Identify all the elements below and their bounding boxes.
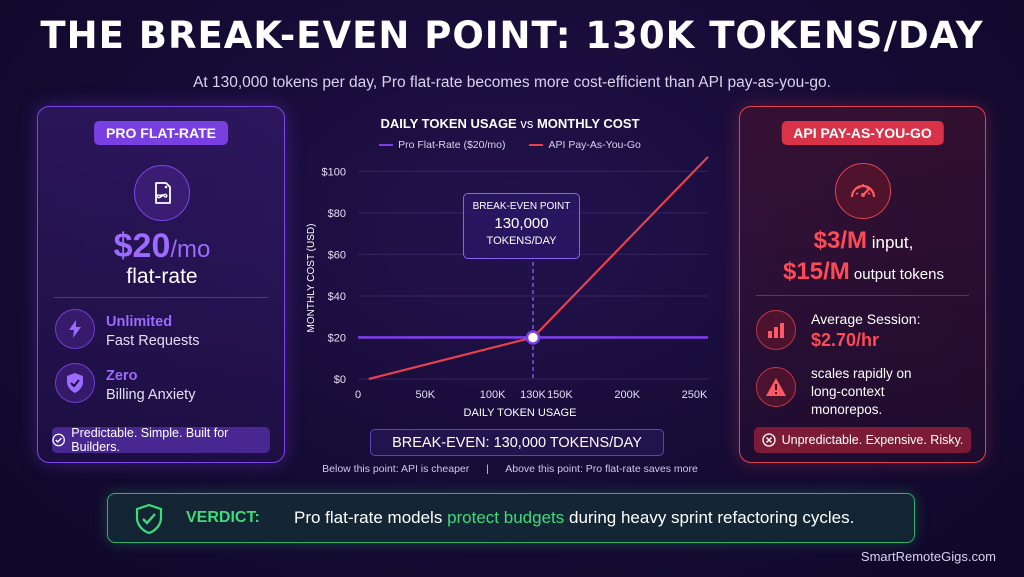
shield-check-icon (55, 363, 95, 403)
legend-label-pro: Pro Flat-Rate ($20/mo) (398, 139, 506, 151)
x-tick-label: 0 (355, 389, 361, 401)
api-session-value: $2.70/hr (811, 330, 880, 350)
api-price-output-label: output tokens (849, 266, 944, 283)
api-price-output: $15/M output tokens (740, 258, 987, 286)
chart-title: DAILY TOKEN USAGE vs MONTHLY COST (300, 116, 720, 131)
lightning-icon (55, 309, 95, 349)
pro-price-amount: $20 (113, 227, 171, 265)
api-price-output-value: $15/M (783, 258, 850, 285)
infinity-tag-icon (134, 165, 190, 221)
pro-badge: PRO FLAT-RATE (94, 121, 228, 145)
legend-label-api: API Pay-As-You-Go (548, 139, 641, 151)
chart-title-part-1: DAILY TOKEN USAGE (380, 116, 517, 131)
pro-feature2-title: Zero (106, 368, 138, 384)
api-badge: API PAY-AS-YOU-GO (781, 121, 944, 145)
annotation-label-1: BREAK-EVEN POINT (472, 201, 571, 212)
api-price-input-value: $3/M (813, 227, 868, 254)
api-warning-line-1: scales rapidly on (811, 366, 912, 381)
pro-price-caption: flat-rate (126, 265, 198, 288)
x-axis-label: DAILY TOKEN USAGE (464, 407, 577, 419)
pro-feature1-text: Fast Requests (106, 333, 200, 349)
legend-swatch-api (529, 144, 544, 147)
y-tick-label: $40 (328, 291, 346, 303)
pro-price-unit: /mo (170, 236, 211, 263)
legend-item-api: API Pay-As-You-Go (529, 139, 641, 151)
speedometer-icon (835, 163, 891, 219)
verdict-text-1: Pro flat-rate models (294, 508, 448, 527)
verdict-text-2: during heavy sprint refactoring cycles. (564, 508, 855, 527)
api-warning-text: scales rapidly on long-context monorepos… (811, 365, 912, 419)
api-pay-as-you-go-line (368, 156, 709, 381)
verdict-highlight: protect budgets (447, 508, 565, 527)
annotation-label-3: TOKENS/DAY (486, 235, 557, 247)
bar-chart-icon (756, 310, 796, 350)
warning-icon (756, 367, 796, 407)
chart-note: Below this point: API is cheaper | Above… (300, 463, 720, 475)
annotation-label-2: 130,000 (494, 215, 549, 232)
note-left: Below this point: API is cheaper (322, 463, 470, 475)
x-tick-label: 250K (682, 389, 708, 401)
break-even-point-marker (525, 330, 541, 345)
divider (54, 297, 268, 298)
x-tick-label: 100K (480, 389, 506, 401)
api-footer: Unpredictable. Expensive. Risky. (754, 427, 971, 453)
api-pay-as-you-go-card: API PAY-AS-YOU-GO $3/M input, $15/M outp… (739, 106, 986, 463)
chart-title-part-2: MONTHLY COST (536, 116, 640, 131)
pro-footer: Predictable. Simple. Built for Builders. (52, 426, 270, 454)
page-title: THE BREAK-EVEN POINT: 130K TOKENS/DAY (40, 14, 984, 57)
api-session-label: Average Session: (811, 311, 921, 327)
break-even-banner: BREAK-EVEN: 130,000 TOKENS/DAY (370, 429, 664, 456)
note-separator: | (486, 463, 489, 475)
legend-swatch-pro (379, 144, 394, 147)
chart-legend: Pro Flat-Rate ($20/mo) API Pay-As-You-Go (300, 139, 720, 151)
shield-check-icon (135, 503, 163, 535)
api-footer-text: Unpredictable. Expensive. Risky. (781, 433, 964, 447)
verdict-label: VERDICT: (186, 509, 260, 526)
x-circle-icon (761, 433, 776, 447)
check-circle-icon (52, 433, 65, 447)
api-warning-line-2: long-context (811, 384, 885, 399)
y-tick-label: $60 (328, 249, 346, 261)
page-subtitle: At 130,000 tokens per day, Pro flat-rate… (193, 74, 831, 91)
api-price-input: $3/M input, (740, 227, 987, 255)
pro-feature1-title: Unlimited (106, 314, 173, 330)
y-axis-label: MONTHLY COST (USD) (306, 224, 317, 333)
y-tick-label: $20 (328, 332, 346, 344)
y-tick-label: $0 (334, 374, 346, 386)
pro-feature2-text: Billing Anxiety (106, 387, 196, 403)
y-tick-label: $100 (322, 166, 346, 178)
x-tick-label: 130K (520, 389, 546, 401)
note-right: Above this point: Pro flat-rate saves mo… (505, 463, 698, 475)
api-warning-line-3: monorepos. (811, 402, 883, 417)
x-tick-label: 200K (614, 389, 640, 401)
chart-title-vs: vs (516, 116, 537, 131)
pro-price: $20/mo (38, 227, 286, 266)
pro-flat-rate-card: PRO FLAT-RATE $20/mo flat-rate Unlimited… (37, 106, 285, 463)
divider (756, 295, 969, 296)
y-tick-label: $80 (328, 208, 346, 220)
pro-footer-text: Predictable. Simple. Built for Builders. (71, 426, 229, 454)
api-price-input-label: input, (867, 233, 914, 252)
legend-item-pro: Pro Flat-Rate ($20/mo) (379, 139, 505, 151)
verdict-banner: VERDICT: Pro flat-rate models protect bu… (107, 493, 915, 543)
verdict-text: Pro flat-rate models protect budgets dur… (294, 508, 854, 528)
break-even-annotation: BREAK-EVEN POINT 130,000 TOKENS/DAY (463, 193, 580, 259)
x-tick-label: 50K (416, 389, 436, 401)
watermark: SmartRemoteGigs.com (860, 549, 996, 564)
x-tick-label: 150K (547, 389, 573, 401)
